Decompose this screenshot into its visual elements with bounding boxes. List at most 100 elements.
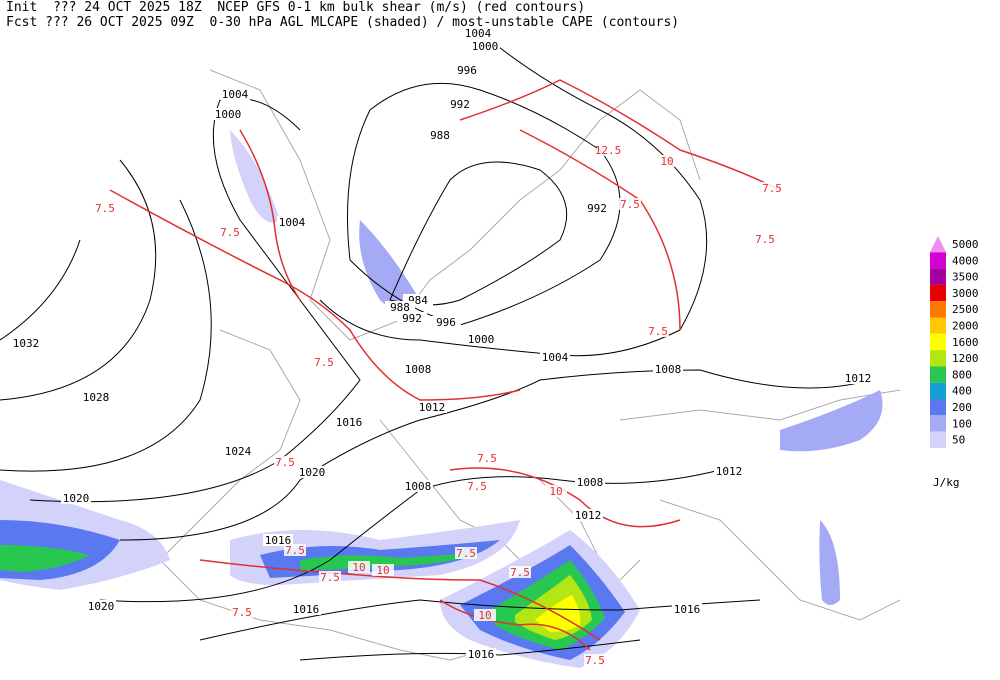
legend-label: 400 [952,385,972,398]
isobar-label-bg [425,129,455,141]
isobar-label: 1032 [13,337,40,350]
legend-swatch [930,366,946,383]
shear-label-bg [348,561,370,573]
shear-label: 10 [660,155,673,168]
isobar-label-bg [452,64,482,76]
isobar-label: 1012 [575,509,602,522]
isobar-label: 992 [402,312,422,325]
isobar-label-bg [575,476,605,488]
isobar-label-bg [220,88,250,100]
legend: 5000 4000 3500 3000 2500 2000 1600 1200 800 400 20… [930,236,979,489]
shear-label-bg [474,609,496,621]
isobar-label: 1028 [83,391,110,404]
shear-contours [109,79,781,651]
isobar-label-bg [297,466,327,478]
isobar [119,369,871,541]
isobar-label: 1008 [405,363,432,376]
isobar-label: 992 [587,202,607,215]
shear-label-bg [656,155,678,167]
isobar [29,97,361,503]
shear-label-bg [284,544,306,556]
isobar-label: 1020 [299,466,326,479]
shear-label: 7.5 [477,452,497,465]
isobar-label-bg [223,445,253,457]
shear-label-bg [584,654,606,666]
isobar-label-bg [445,98,475,110]
shear-contour [439,599,591,651]
shear-label-bg [455,547,477,559]
isobar-label: 1020 [63,492,90,505]
shear-label: 7.5 [285,544,305,557]
shear-label: 7.5 [320,571,340,584]
isobar-label-bg [540,351,570,363]
isobar-label: 1016 [265,534,292,547]
isobar-label: 1000 [468,333,495,346]
isobar [0,199,212,472]
shear-label: 10 [478,609,491,622]
cape-shading [0,130,883,668]
legend-label: 2000 [952,320,979,333]
isobar-label: 1016 [293,603,320,616]
shear-label: 7.5 [648,325,668,338]
legend-label: 3500 [952,271,979,284]
legend-units: J/kg [933,476,960,489]
isobar-label-bg [466,333,496,345]
legend-swatch [930,236,946,253]
cape-area [780,390,883,452]
legend-swatch [930,301,946,318]
legend-label: 100 [952,417,972,430]
shear-label: 10 [352,561,365,574]
header-line: Init ??? 24 OCT 2025 18Z NCEP GFS 0-1 km… [6,0,586,15]
isobar-label: 1020 [88,600,115,613]
isobar-label: 1008 [577,476,604,489]
isobar-label-bg [277,216,307,228]
isobar-label-bg [263,534,293,546]
isobar-label-bg [81,391,111,403]
isobar-label-bg [291,603,321,615]
coastline [209,69,701,341]
shear-label: 10 [376,564,389,577]
shear-label: 7.5 [467,480,487,493]
isobar [0,239,81,341]
legend-label: 800 [952,368,972,381]
isobar-label-bg [470,40,500,52]
shear-label-bg [509,566,531,578]
isobar-label: 988 [390,301,410,314]
legend-swatch [930,252,946,269]
isobar [0,159,157,401]
shear-label: 7.5 [232,606,252,619]
legend-swatch [930,268,946,285]
isobar-label: 1004 [279,216,306,229]
legend-swatch [930,415,946,432]
shear-label-bg [597,144,619,156]
shear-label: 7.5 [620,198,640,211]
cape-area [300,552,480,570]
shear-label-bg [319,571,341,583]
shear-contour [239,129,301,301]
isobar-label-bg [431,316,461,328]
shear-label: 7.5 [95,202,115,215]
isobar-label: 1004 [542,351,569,364]
shear-label: 10 [549,485,562,498]
isobar-label: 996 [436,316,456,329]
legend-label: 4000 [952,254,979,267]
shear-label-bg [761,182,783,194]
isobar-label: 1024 [225,445,252,458]
isobar-label-bg [714,465,744,477]
isobar-label-bg [397,312,427,324]
shear-label: 7.5 [314,356,334,369]
isobar-label-bg [843,372,873,384]
isobar-label-bg [466,648,496,660]
isobar-label: 1008 [655,363,682,376]
cape-area [230,130,280,223]
isobar-label-bg [213,108,243,120]
isobar-label-bg [573,509,603,521]
coastline [619,389,901,621]
isobar-label-bg [672,603,702,615]
isobar-label: 1012 [419,401,446,414]
shear-labels: 7.5 7.5 7.5 7.5 7.5 7.5 7.5 7.5 7.5 7.5 7.5 7.5 7.5 7… [94,144,783,667]
isobar-label: 1004 [465,27,492,40]
legend-label: 1200 [952,352,979,365]
